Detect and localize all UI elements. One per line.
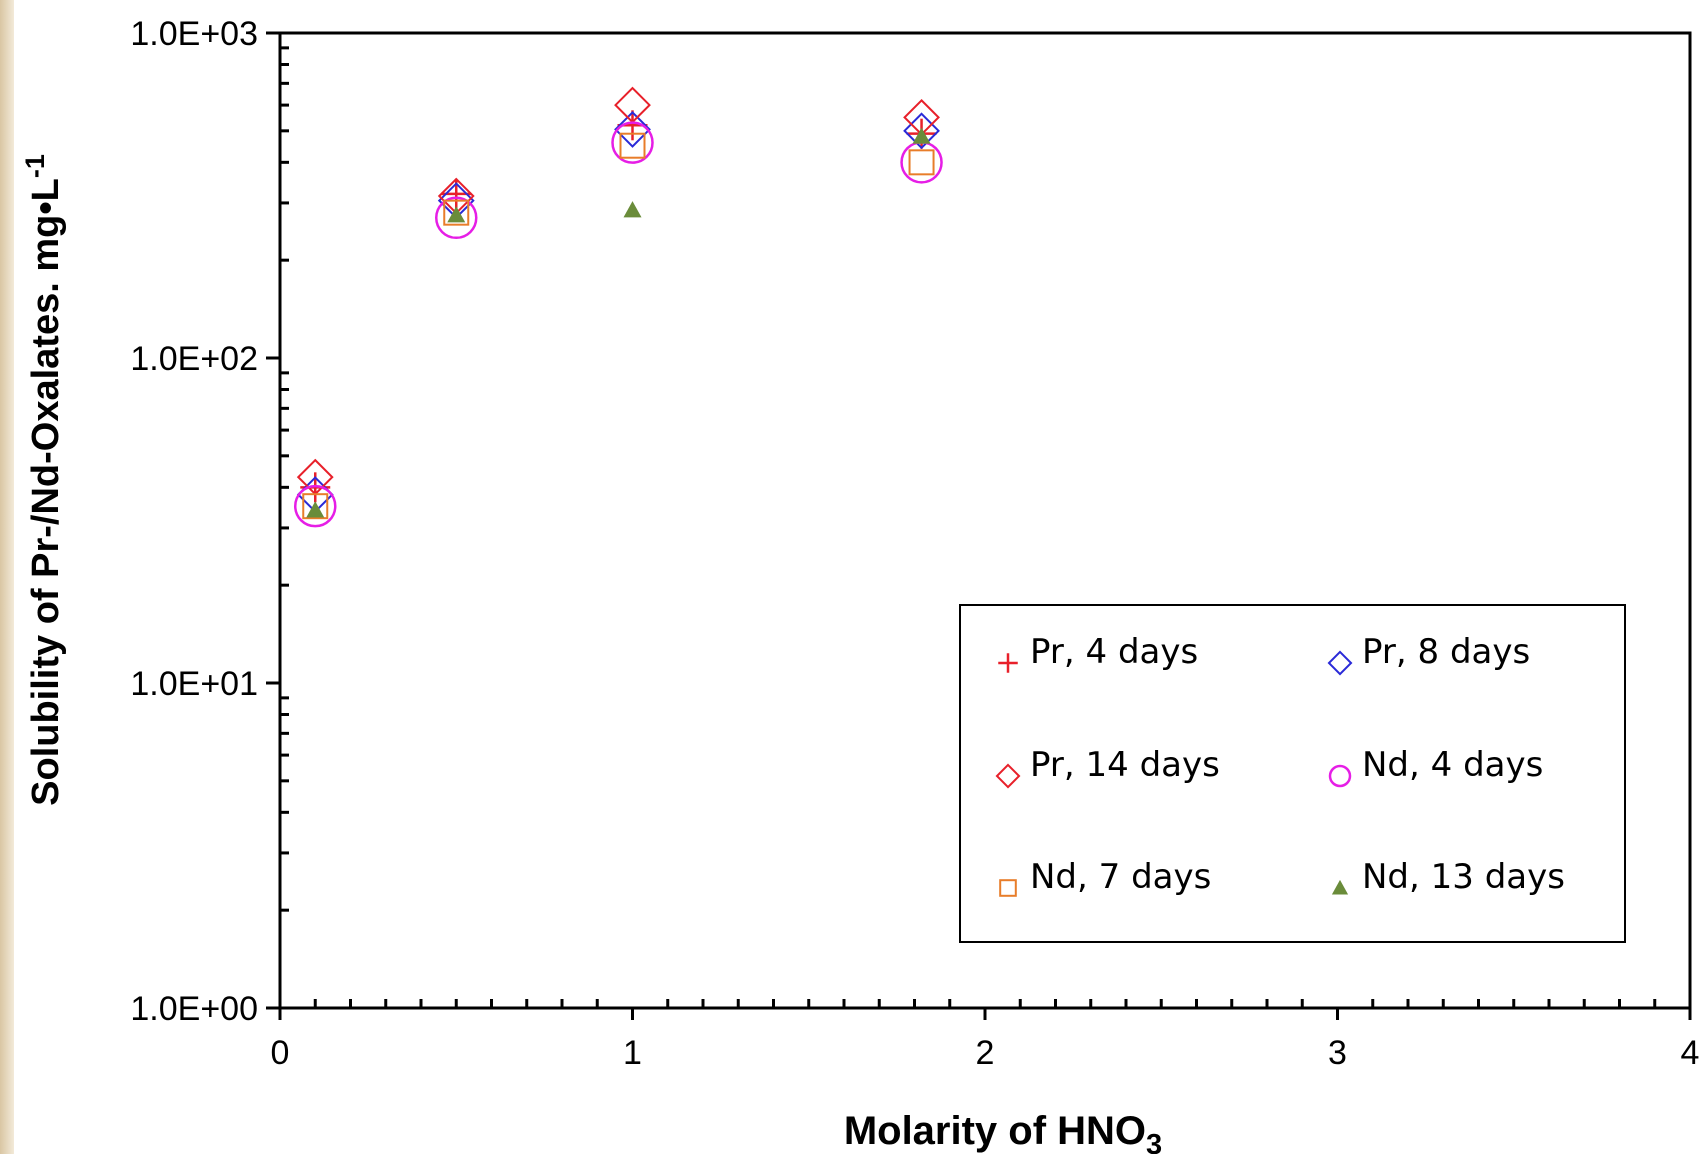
data-point (443, 199, 470, 226)
data-point (614, 111, 651, 148)
data-point (302, 493, 329, 520)
data-point (623, 201, 642, 218)
data-point (611, 121, 654, 164)
legend-item: Pr, 14 days (995, 745, 1220, 789)
data-points (294, 86, 943, 528)
series-plus (300, 110, 937, 503)
data-point (912, 127, 931, 144)
series-square (302, 132, 935, 520)
legend-label: Nd, 4 days (1362, 745, 1543, 785)
data-point (619, 132, 646, 159)
y-tick-label: 1.0E+03 (130, 15, 258, 53)
legend-marker (995, 763, 1021, 789)
x-tick-label: 4 (1681, 1034, 1700, 1072)
data-point (447, 206, 466, 223)
legend-item: Nd, 13 days (1331, 857, 1565, 897)
x-tick-label: 0 (271, 1034, 290, 1072)
legend-marker (999, 879, 1017, 897)
y-axis: 1.0E+00 1.0E+01 1.0E+02 1.0E+03 (130, 15, 280, 1028)
legend-marker (1331, 879, 1349, 895)
series-diamond (296, 111, 940, 513)
legend-label: Pr, 14 days (1030, 745, 1220, 785)
legend-item: Pr, 8 days (1327, 632, 1530, 676)
x-axis-title-text: Molarity of HNO (844, 1109, 1146, 1153)
data-point (903, 112, 940, 150)
x-axis-title-subscript: 3 (1146, 1129, 1162, 1154)
legend-label: Pr, 8 days (1362, 632, 1530, 672)
y-axis-title-superscript: -1 (20, 154, 50, 178)
legend: Pr, 4 days Pr, 8 days Pr, 14 days Nd, 4 day… (959, 604, 1626, 943)
series-circle (294, 121, 943, 528)
legend-item: Pr, 4 days (998, 632, 1198, 673)
y-axis-title: Solubility of Pr-/Nd-Oxalates. mg•L-1 (20, 154, 67, 806)
y-axis-title-text: Solubility of Pr-/Nd-Oxalates. mg•L (25, 178, 67, 806)
legend-marker (1328, 764, 1352, 788)
legend-box (959, 604, 1626, 943)
series-triangle (306, 127, 931, 518)
legend-label: Pr, 4 days (1030, 632, 1198, 672)
data-point (294, 484, 337, 528)
legend-marker (1327, 650, 1353, 676)
data-point (435, 196, 478, 240)
x-tick-label: 1 (623, 1034, 642, 1072)
legend-marker (998, 653, 1018, 673)
x-axis: 0 1 2 3 4 (271, 1008, 1700, 1072)
series-diamond (296, 86, 940, 496)
legend-label: Nd, 7 days (1030, 857, 1211, 897)
legend-item: Nd, 4 days (1328, 745, 1543, 788)
data-point (908, 149, 935, 176)
y-tick-label: 1.0E+02 (130, 340, 258, 378)
x-tick-label: 3 (1328, 1034, 1347, 1072)
x-axis-title: Molarity of HNO3 (844, 1109, 1162, 1154)
legend-label: Nd, 13 days (1362, 857, 1565, 897)
legend-item: Nd, 7 days (999, 857, 1211, 897)
y-tick-label: 1.0E+01 (130, 665, 258, 703)
y-tick-label: 1.0E+00 (130, 990, 258, 1028)
data-point (306, 501, 325, 518)
x-tick-label: 2 (976, 1034, 995, 1072)
left-edge-strip (0, 0, 14, 1154)
